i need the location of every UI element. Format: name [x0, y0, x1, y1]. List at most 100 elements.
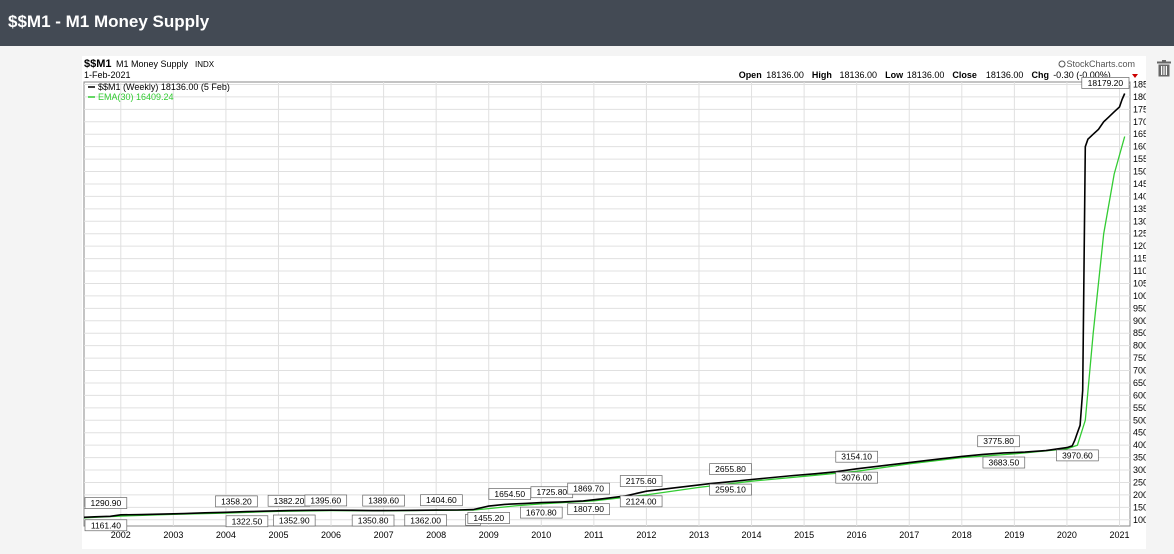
annotation-label: 1350.80 — [358, 516, 389, 526]
y-tick-label: 11500 — [1133, 254, 1146, 264]
y-tick-label: 13500 — [1133, 204, 1146, 214]
plot-frame — [83, 81, 1131, 527]
price-annotation: 1322.50 — [225, 515, 269, 528]
price-chart: $$M1 M1 Money Supply INDX 1-Feb-2021 Sto… — [83, 58, 1158, 540]
annotation-label: 1670.80 — [526, 508, 557, 518]
chart-name: M1 Money Supply — [116, 59, 189, 69]
y-tick-label: 16500 — [1133, 129, 1146, 139]
chart-panel: $$M1 M1 Money Supply INDX 1-Feb-2021 Sto… — [82, 56, 1158, 549]
annotation-label: 1322.50 — [232, 516, 263, 526]
annotation-label: 2595.10 — [715, 485, 746, 495]
ohlc-label-high: High — [812, 70, 832, 80]
price-annotation: 1358.20 — [215, 495, 258, 508]
annotation-label: 1807.90 — [573, 504, 604, 514]
x-tick-label: 2006 — [321, 530, 341, 540]
y-tick-label: 14000 — [1133, 191, 1146, 201]
price-annotation: 1389.60 — [362, 494, 405, 507]
price-annotation: 3154.10 — [835, 450, 878, 463]
y-tick-label: 4000 — [1133, 440, 1146, 450]
ohlc-label-low: Low — [885, 70, 904, 80]
ohlc-value-high: 18136.00 — [840, 70, 878, 80]
y-tick-label: 8500 — [1133, 328, 1146, 338]
chart-symbol: $$M1 — [84, 58, 112, 70]
ohlc-label-close: Close — [952, 70, 977, 80]
x-tick-label: 2005 — [268, 530, 288, 540]
x-tick-label: 2014 — [742, 530, 762, 540]
price-annotation: 1350.80 — [351, 514, 395, 527]
x-tick-label: 2010 — [531, 530, 551, 540]
y-tick-label: 1000 — [1133, 515, 1146, 525]
price-annotation: 1404.60 — [420, 494, 463, 507]
y-tick-label: 17500 — [1133, 104, 1146, 114]
y-tick-label: 18000 — [1133, 92, 1146, 102]
delete-chart-icon[interactable] — [1157, 60, 1171, 77]
x-tick-label: 2021 — [1109, 530, 1129, 540]
y-tick-label: 16000 — [1133, 142, 1146, 152]
y-tick-label: 9500 — [1133, 303, 1146, 313]
x-tick-label: 2017 — [899, 530, 919, 540]
price-annotation: 1869.70 — [567, 482, 610, 495]
brand-logo: StockCharts.com — [1066, 59, 1135, 69]
page-header: $$M1 - M1 Money Supply — [0, 0, 1174, 46]
x-tick-label: 2016 — [847, 530, 867, 540]
price-annotation: 1455.20 — [467, 512, 510, 524]
y-tick-label: 12000 — [1133, 241, 1146, 251]
annotation-label: 1654.50 — [494, 489, 525, 499]
annotation-label: 1455.20 — [473, 513, 504, 523]
y-tick-label: 5500 — [1133, 403, 1146, 413]
chart-exchange: INDX — [195, 60, 215, 69]
price-annotation: 1807.90 — [567, 503, 610, 516]
ohlc-value-chg: -0.30 (-0.00%) — [1053, 70, 1111, 80]
price-annotation: 1725.80 — [530, 486, 574, 499]
x-tick-label: 2007 — [374, 530, 394, 540]
down-arrow-icon — [1132, 74, 1138, 78]
y-tick-label: 8000 — [1133, 341, 1146, 351]
price-annotation: 1362.00 — [404, 514, 447, 527]
x-tick-label: 2008 — [426, 530, 446, 540]
price-annotation: 1670.80 — [520, 506, 563, 519]
annotation-label: 1290.90 — [91, 498, 122, 508]
annotation-label: 18179.20 — [1088, 78, 1124, 88]
y-tick-label: 15000 — [1133, 167, 1146, 177]
ohlc-label-chg: Chg — [1032, 70, 1050, 80]
x-tick-label: 2011 — [584, 530, 603, 540]
y-tick-label: 13000 — [1133, 216, 1146, 226]
page-title: $$M1 - M1 Money Supply — [8, 12, 210, 31]
annotation-label: 1869.70 — [573, 484, 604, 494]
ohlc-label-open: Open — [739, 70, 762, 80]
x-tick-label: 2015 — [794, 530, 814, 540]
y-tick-label: 10500 — [1133, 278, 1146, 288]
y-tick-label: 2500 — [1133, 477, 1146, 487]
ohlc-value-open: 18136.00 — [766, 70, 804, 80]
annotation-label: 3683.50 — [988, 458, 1019, 468]
annotation-label: 2124.00 — [626, 496, 657, 506]
y-tick-label: 14500 — [1133, 179, 1146, 189]
annotation-label: 2655.80 — [715, 464, 746, 474]
price-annotation: 18179.20 — [1081, 77, 1130, 89]
y-tick-label: 7500 — [1133, 353, 1146, 363]
annotation-label: 1725.80 — [536, 487, 567, 497]
chart-date: 1-Feb-2021 — [84, 70, 131, 80]
legend-entry: EMA(30) 16409.24 — [98, 92, 174, 102]
price-annotation: 1395.60 — [304, 494, 348, 507]
y-tick-label: 3500 — [1133, 453, 1146, 463]
price-annotation: 3970.60 — [1056, 449, 1099, 462]
x-tick-label: 2002 — [111, 530, 131, 540]
x-tick-label: 2009 — [479, 530, 499, 540]
y-tick-label: 15500 — [1133, 154, 1146, 164]
price-annotation: 3076.00 — [835, 471, 878, 484]
annotation-label: 1382.20 — [274, 496, 305, 506]
plot-area: 1000 1500 2000 2500 3000 3500 4000 4500 5000 5500… — [83, 77, 1158, 540]
y-tick-label: 12500 — [1133, 229, 1146, 239]
x-tick-label: 2019 — [1004, 530, 1024, 540]
price-annotation: 1161.40 — [84, 519, 128, 532]
y-tick-label: 4500 — [1133, 428, 1146, 438]
y-tick-label: 18500 — [1133, 79, 1146, 89]
y-tick-label: 9000 — [1133, 316, 1146, 326]
x-tick-label: 2003 — [163, 530, 183, 540]
y-tick-label: 17000 — [1133, 117, 1146, 127]
annotation-label: 1389.60 — [368, 496, 399, 506]
price-annotation: 1290.90 — [84, 497, 128, 509]
price-annotation: 2175.60 — [619, 475, 663, 487]
legend-entry: $$M1 (Weekly) 18136.00 (5 Feb) — [98, 82, 230, 92]
